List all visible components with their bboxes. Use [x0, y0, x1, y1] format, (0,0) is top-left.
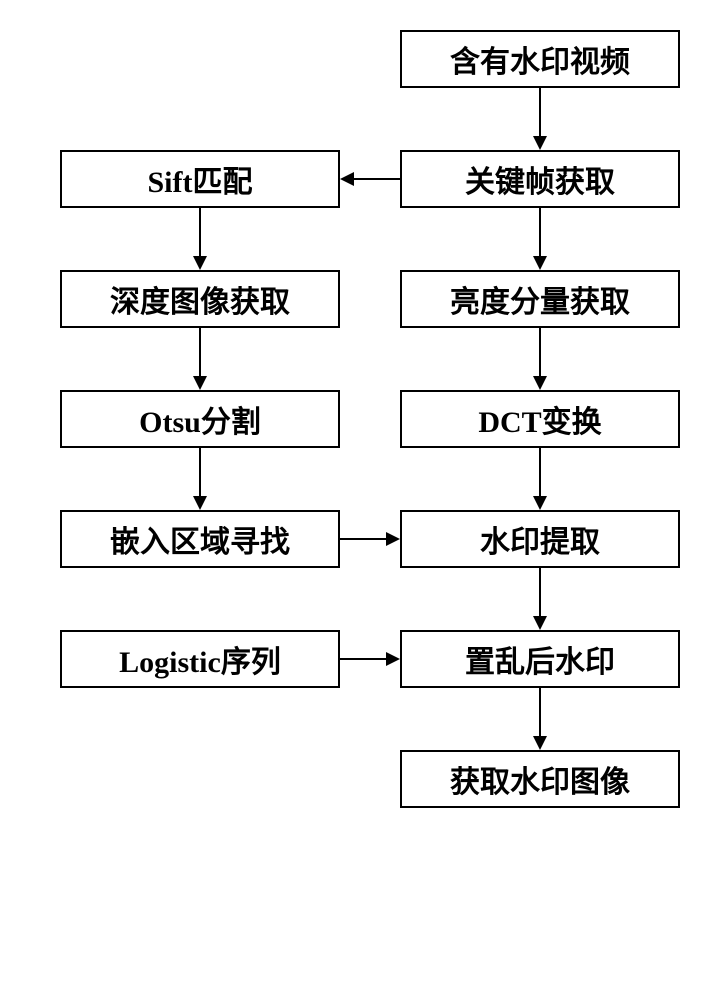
edge-line	[199, 328, 201, 378]
edge-line	[539, 448, 541, 498]
arrowhead-down-icon	[533, 136, 547, 150]
arrowhead-right-icon	[386, 652, 400, 666]
arrowhead-down-icon	[193, 256, 207, 270]
node-label: 嵌入区域寻找	[110, 517, 290, 561]
node-n_r4: 水印提取	[400, 510, 680, 568]
arrowhead-down-icon	[533, 256, 547, 270]
node-label: 获取水印图像	[450, 757, 630, 801]
node-n_top: 含有水印视频	[400, 30, 680, 88]
arrowhead-down-icon	[533, 736, 547, 750]
edge-line	[539, 688, 541, 738]
node-label: 含有水印视频	[450, 37, 630, 81]
edge-line	[340, 658, 388, 660]
node-n_r1: 关键帧获取	[400, 150, 680, 208]
arrowhead-down-icon	[193, 376, 207, 390]
node-label: 水印提取	[480, 517, 600, 561]
node-label: DCT变换	[478, 397, 601, 441]
node-label: 深度图像获取	[110, 277, 290, 321]
edge-line	[539, 568, 541, 618]
node-n_r5: 置乱后水印	[400, 630, 680, 688]
edge-line	[340, 538, 388, 540]
edge-line	[352, 178, 400, 180]
node-n_l4: 嵌入区域寻找	[60, 510, 340, 568]
node-label: Logistic序列	[119, 637, 281, 681]
edge-line	[539, 328, 541, 378]
node-label: 亮度分量获取	[450, 277, 630, 321]
edge-line	[199, 208, 201, 258]
node-n_l5: Logistic序列	[60, 630, 340, 688]
arrowhead-left-icon	[340, 172, 354, 186]
node-label: 关键帧获取	[465, 157, 615, 201]
node-n_l2: 深度图像获取	[60, 270, 340, 328]
edge-line	[539, 88, 541, 138]
node-n_l3: Otsu分割	[60, 390, 340, 448]
arrowhead-right-icon	[386, 532, 400, 546]
edge-line	[199, 448, 201, 498]
node-n_l1: Sift匹配	[60, 150, 340, 208]
node-n_bot: 获取水印图像	[400, 750, 680, 808]
arrowhead-down-icon	[533, 376, 547, 390]
node-n_r3: DCT变换	[400, 390, 680, 448]
arrowhead-down-icon	[193, 496, 207, 510]
node-label: Sift匹配	[148, 157, 253, 201]
arrowhead-down-icon	[533, 616, 547, 630]
edge-line	[539, 208, 541, 258]
node-n_r2: 亮度分量获取	[400, 270, 680, 328]
arrowhead-down-icon	[533, 496, 547, 510]
node-label: 置乱后水印	[465, 637, 615, 681]
node-label: Otsu分割	[139, 397, 261, 441]
